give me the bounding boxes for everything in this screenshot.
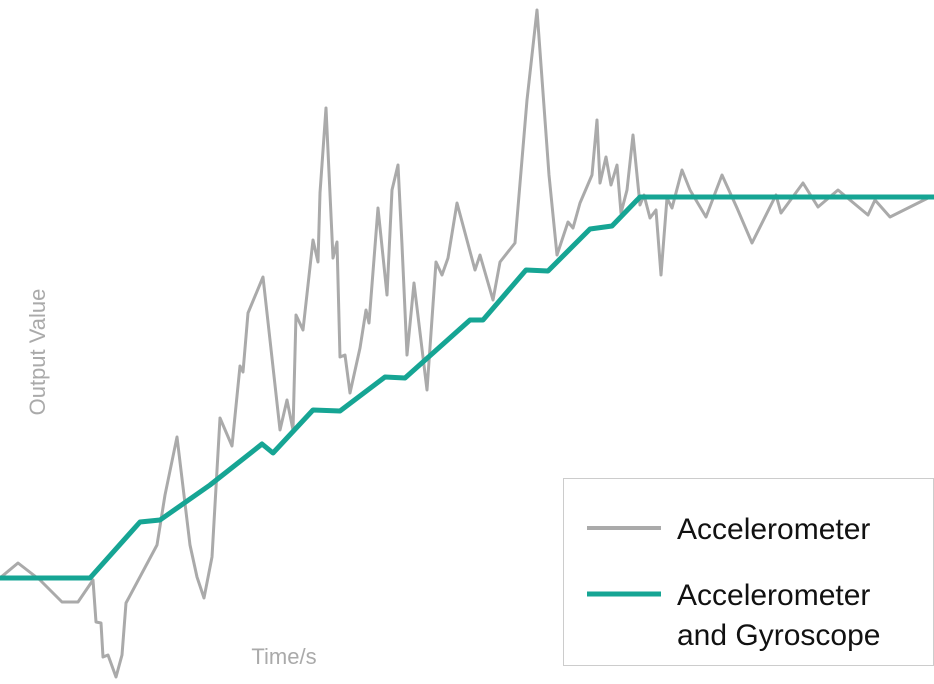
legend-box [563,478,934,666]
data-line [0,194,934,581]
x-axis-label: Time/s [251,644,316,669]
data-line [0,8,933,679]
legend-line: Accelerometer [677,513,870,546]
legend-label: Accelerometer [677,513,870,546]
legend-line: and Gyroscope [677,619,880,652]
legend-label: Accelerometer and Gyroscope [677,579,880,652]
legend-line: Accelerometer [677,579,870,612]
y-axis-label: Output Value [25,289,50,416]
